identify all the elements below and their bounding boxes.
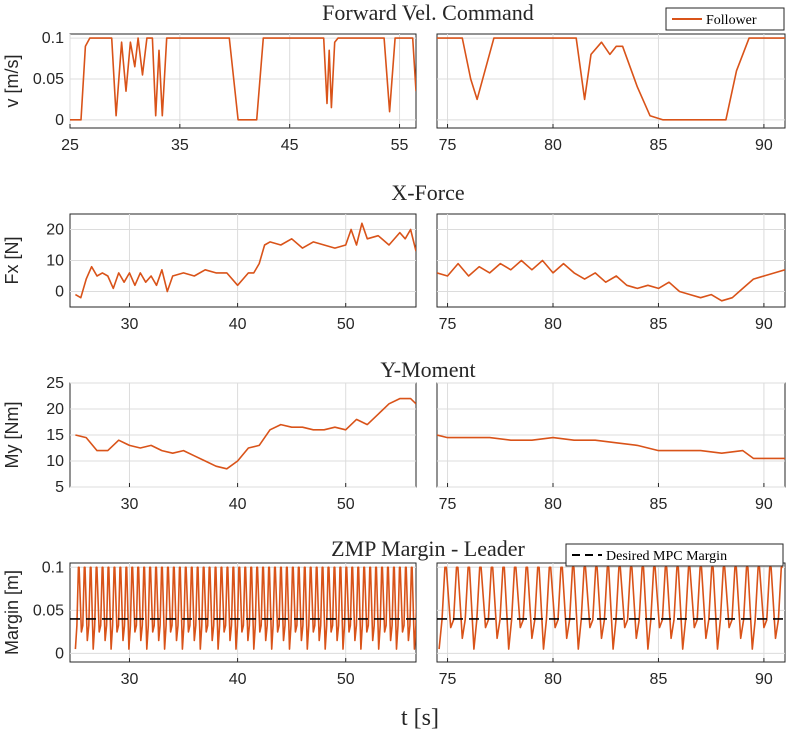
x-tick-label: 85 <box>650 316 668 333</box>
x-tick-label: 90 <box>755 496 773 513</box>
x-tick-label: 90 <box>755 671 773 688</box>
x-tick-label: 50 <box>337 316 355 333</box>
series-line-margin <box>438 566 783 650</box>
panel-left: 30 40 50 0 10 20 <box>46 213 417 333</box>
x-tick-label: 75 <box>439 316 457 333</box>
panel-right: 75 80 85 90 <box>436 562 786 688</box>
panel-right: 75 80 85 90 <box>436 33 786 154</box>
x-tick-label: 30 <box>121 496 139 513</box>
y-tick-label: 0.1 <box>42 559 64 576</box>
x-tick-label: 75 <box>439 671 457 688</box>
y-tick-label: 10 <box>46 453 64 470</box>
panel-right: 75 80 85 90 <box>436 213 786 333</box>
y-tick-label: 5 <box>55 479 64 496</box>
x-tick-label: 25 <box>61 137 79 154</box>
panel-right: 75 80 85 90 <box>436 382 786 513</box>
chart-title: X-Force <box>391 180 464 205</box>
y-tick-label: 0.05 <box>33 602 64 619</box>
x-tick-label: 80 <box>544 671 562 688</box>
series-line-follower <box>437 434 785 460</box>
y-tick-label: 10 <box>46 253 64 270</box>
x-tick-label: 85 <box>650 496 668 513</box>
x-tick-label: 40 <box>229 496 247 513</box>
y-axis-label: v [m/s] <box>2 55 22 108</box>
chart-1: X-Force Fx [N] 30 40 50 0 10 20 75 80 85 90 <box>2 180 786 333</box>
panel-left: 25 35 45 55 0 0.05 0.1 <box>33 30 417 154</box>
y-tick-label: 0.05 <box>33 71 64 88</box>
legend: Desired MPC Margin <box>565 543 784 567</box>
y-tick-label: 25 <box>46 375 64 392</box>
x-tick-label: 85 <box>650 137 668 154</box>
series-line-follower <box>75 397 416 470</box>
x-tick-label: 80 <box>544 496 562 513</box>
chart-0: Forward Vel. Command v [m/s] 25 35 45 55 0 0.05… <box>2 0 786 154</box>
y-tick-label: 15 <box>46 427 64 444</box>
y-tick-label: 0 <box>55 112 64 129</box>
panel-left: 30 40 50 0 0.05 0.1 <box>33 559 417 688</box>
series-line-follower <box>75 222 416 299</box>
legend-box <box>565 543 784 567</box>
legend-label: Follower <box>706 13 757 28</box>
panel-left: 30 40 50 5 10 15 20 25 <box>46 375 417 513</box>
x-tick-label: 85 <box>650 671 668 688</box>
x-tick-label: 40 <box>229 671 247 688</box>
y-tick-label: 20 <box>46 401 64 418</box>
x-tick-label: 30 <box>121 671 139 688</box>
y-tick-label: 0.1 <box>42 30 64 47</box>
x-tick-label: 40 <box>229 316 247 333</box>
y-tick-label: 0 <box>55 284 64 301</box>
y-axis-label: Fx [N] <box>2 237 22 285</box>
chart-3: ZMP Margin - Leader Margin [m] 30 40 50 0 0.05… <box>2 536 786 688</box>
chart-title: Forward Vel. Command <box>322 0 534 25</box>
y-axis-label: My [Nm] <box>2 402 22 469</box>
x-tick-label: 75 <box>439 137 457 154</box>
x-tick-label: 80 <box>544 137 562 154</box>
x-tick-label: 90 <box>755 316 773 333</box>
x-tick-label: 35 <box>171 137 189 154</box>
legend-label: Desired MPC Margin <box>606 549 727 564</box>
x-tick-label: 50 <box>337 671 355 688</box>
series-line-margin <box>74 566 416 650</box>
x-tick-label: 75 <box>439 496 457 513</box>
x-tick-label: 50 <box>337 496 355 513</box>
x-tick-label: 30 <box>121 316 139 333</box>
chart-title: Y-Moment <box>380 357 475 382</box>
series-line-follower <box>70 37 416 121</box>
y-tick-label: 0 <box>55 645 64 662</box>
series-line-follower <box>437 37 785 121</box>
x-tick-label: 80 <box>544 316 562 333</box>
x-axis-label: t [s] <box>401 705 439 731</box>
chart-2: Y-Moment My [Nm] 30 40 50 5 10 15 20 25 75 80 85 90 <box>2 357 786 513</box>
legend-box <box>665 7 785 31</box>
legend: Follower <box>665 7 785 31</box>
y-axis-label: Margin [m] <box>2 570 22 655</box>
plot-area <box>436 33 786 129</box>
series-line-follower <box>437 259 785 302</box>
y-tick-label: 20 <box>46 222 64 239</box>
x-tick-label: 90 <box>755 137 773 154</box>
x-tick-label: 55 <box>391 137 409 154</box>
x-tick-label: 45 <box>281 137 299 154</box>
chart-title: ZMP Margin - Leader <box>331 536 525 561</box>
